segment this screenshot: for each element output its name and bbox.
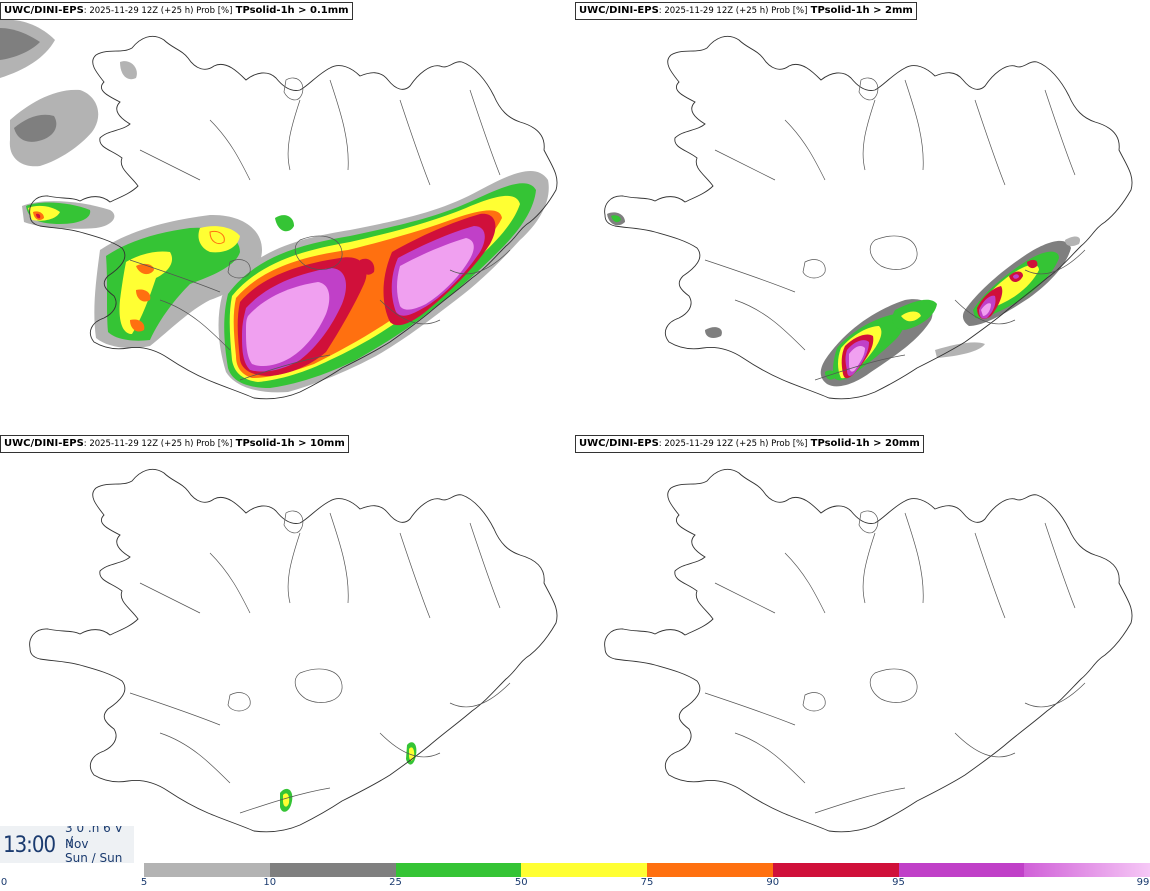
legend-swatch (144, 863, 270, 877)
valid-date-line: 3 0 .h 6 V ./ (65, 826, 123, 848)
run-info: : 2025-11-29 12Z (+25 h) Prob [%] (658, 439, 808, 449)
parameter-label: TPsolid-1h > 0.1mm (235, 5, 349, 16)
map-panel-2mm: UWC/DINI-EPS: 2025-11-29 12Z (+25 h) Pro… (575, 0, 1150, 432)
run-info: : 2025-11-29 12Z (+25 h) Prob [%] (83, 439, 233, 449)
legend-tick-label: 75 (640, 877, 654, 888)
valid-weekday: Sun / Sun (65, 851, 123, 864)
model-name: UWC/DINI-EPS (4, 438, 84, 449)
map-canvas (604, 35, 1133, 400)
panel-title: UWC/DINI-EPS: 2025-11-29 12Z (+25 h) Pro… (575, 2, 917, 20)
parameter-label: TPsolid-1h > 2mm (810, 5, 913, 16)
legend-tick-label: 25 (389, 877, 402, 888)
map-canvas (604, 468, 1133, 833)
run-info: : 2025-11-29 12Z (+25 h) Prob [%] (658, 6, 808, 16)
valid-month: Nov (65, 837, 89, 851)
parameter-label: TPsolid-1h > 10mm (235, 438, 345, 449)
legend-swatch (772, 863, 899, 877)
panel-title: UWC/DINI-EPS: 2025-11-29 12Z (+25 h) Pro… (575, 435, 924, 453)
legend-swatch (898, 863, 1025, 877)
panel-title: UWC/DINI-EPS: 2025-11-29 12Z (+25 h) Pro… (0, 435, 349, 453)
legend-tick-label: 99 (1136, 877, 1150, 888)
valid-time-box: 13:00 3 0 .h 6 V ./ Nov Sun / Sun (0, 826, 134, 863)
legend-tick-label: 5 (140, 877, 148, 888)
legend-swatch (395, 863, 522, 877)
legend-tick-label: 50 (514, 877, 528, 888)
legend-tick-label: 0 (0, 877, 8, 888)
model-name: UWC/DINI-EPS (579, 438, 659, 449)
parameter-label: TPsolid-1h > 20mm (810, 438, 920, 449)
run-info: : 2025-11-29 12Z (+25 h) Prob [%] (83, 6, 233, 16)
probability-color-legend (144, 863, 1150, 877)
map-canvas (29, 468, 558, 833)
map-panel-0.1mm: UWC/DINI-EPS: 2025-11-29 12Z (+25 h) Pro… (0, 0, 575, 432)
panel-title: UWC/DINI-EPS: 2025-11-29 12Z (+25 h) Pro… (0, 2, 353, 20)
legend-tick-label: 90 (766, 877, 780, 888)
legend-swatch (647, 863, 773, 877)
legend-swatch (521, 863, 647, 877)
legend-tick-label: 10 (263, 877, 277, 888)
model-name: UWC/DINI-EPS (579, 5, 659, 16)
map-canvas (0, 19, 558, 400)
legend-swatch (1024, 863, 1150, 877)
legend-swatch (269, 863, 396, 877)
map-panel-20mm: UWC/DINI-EPS: 2025-11-29 12Z (+25 h) Pro… (575, 433, 1150, 865)
map-panel-10mm: UWC/DINI-EPS: 2025-11-29 12Z (+25 h) Pro… (0, 433, 575, 865)
model-name: UWC/DINI-EPS (4, 5, 84, 16)
valid-time: 13:00 (3, 833, 56, 858)
legend-tick-label: 95 (892, 877, 905, 888)
